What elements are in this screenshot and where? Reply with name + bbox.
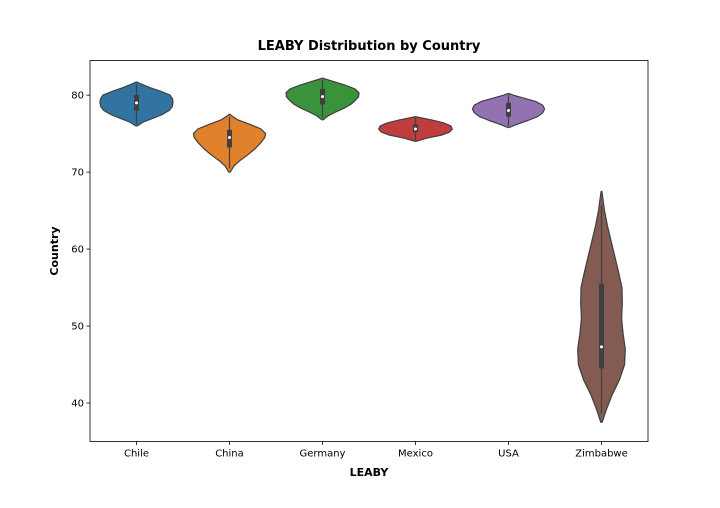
- violins-group: [99, 77, 626, 423]
- y-axis-label: Country: [48, 226, 61, 275]
- median-dot-china: [228, 135, 231, 139]
- median-dot-mexico: [414, 127, 417, 131]
- median-dot-chile: [135, 101, 138, 105]
- median-dot-germany: [321, 95, 324, 99]
- x-tick-label: Germany: [300, 449, 346, 460]
- y-tick-label: 40: [71, 399, 84, 410]
- y-tick-label: 60: [71, 245, 84, 256]
- x-axis-ticks: Chile China Germany Mexico USA Zimbabwe: [124, 441, 628, 460]
- median-dot-usa: [507, 109, 510, 113]
- x-axis-label: LEABY: [350, 466, 390, 479]
- iqr-box-zimbabwe: [599, 283, 604, 369]
- y-tick-label: 80: [71, 91, 84, 102]
- plot-frame: [89, 60, 649, 442]
- y-tick-label: 70: [71, 168, 84, 179]
- y-tick-label: 50: [71, 322, 84, 333]
- x-tick-label: Zimbabwe: [575, 449, 628, 460]
- median-dot-zimbabwe: [600, 345, 603, 349]
- chart-title: LEABY Distribution by Country: [258, 39, 481, 54]
- x-tick-label: Chile: [124, 449, 149, 460]
- x-tick-label: China: [215, 449, 244, 460]
- x-tick-label: USA: [498, 449, 519, 460]
- x-tick-label: Mexico: [398, 449, 433, 460]
- y-axis-ticks: 40 50 60 70 80: [71, 91, 90, 410]
